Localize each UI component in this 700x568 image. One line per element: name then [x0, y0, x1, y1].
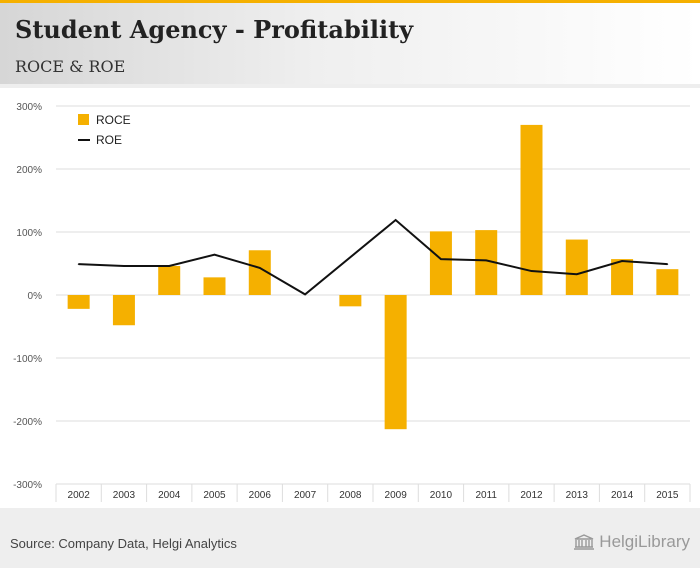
- roce-bar: [475, 230, 498, 295]
- legend-label-roce: ROCE: [96, 113, 131, 127]
- roe-point: [213, 253, 216, 256]
- chart-panel: -300% -200% -100% 0% 100% 200% 300% 2002 2003 200…: [0, 88, 700, 508]
- x-tick-label: 2015: [656, 490, 679, 501]
- roce-bar: [248, 250, 271, 295]
- x-tick-label: 2010: [430, 490, 453, 501]
- page-subtitle: ROCE & ROE: [15, 57, 126, 76]
- y-tick-label: 300%: [16, 102, 42, 113]
- roe-point: [440, 258, 442, 260]
- roce-bar: [339, 295, 362, 307]
- y-tick-label: -300%: [13, 480, 42, 491]
- roce-bar: [384, 295, 407, 430]
- y-tick-label: -200%: [13, 417, 42, 428]
- x-tick-label: 2003: [113, 490, 136, 501]
- roe-point: [123, 265, 125, 267]
- x-tick-label: 2008: [339, 490, 362, 501]
- brand-logo: HelgiLibrary: [573, 532, 690, 552]
- x-tick-label: 2011: [475, 490, 497, 501]
- y-tick-label: 0%: [28, 291, 43, 302]
- x-tick-label: 2002: [68, 490, 91, 501]
- x-tick-label: 2013: [566, 490, 589, 501]
- roe-point: [575, 273, 578, 276]
- roce-bar: [112, 295, 135, 326]
- legend-swatch-roce: [78, 114, 89, 125]
- y-tick-label: 200%: [16, 165, 42, 176]
- header: Student Agency - Profitability ROCE & RO…: [0, 0, 700, 84]
- page-title: Student Agency - Profitability: [15, 15, 414, 44]
- y-tick-label: 100%: [16, 228, 42, 239]
- roce-bar: [520, 124, 543, 296]
- x-tick-label: 2012: [520, 490, 543, 501]
- legend-label-roe: ROE: [96, 133, 122, 147]
- x-tick-label: 2004: [158, 490, 181, 501]
- roe-point: [168, 265, 171, 267]
- source-note: Source: Company Data, Helgi Analytics: [10, 536, 237, 551]
- y-tick-label: -100%: [13, 354, 42, 365]
- x-tick-label: 2007: [294, 490, 317, 501]
- roe-point: [485, 259, 488, 262]
- roce-bar: [429, 231, 452, 295]
- roe-point: [530, 270, 533, 272]
- x-tick-label: 2009: [385, 490, 408, 501]
- roce-bar: [565, 239, 588, 295]
- roe-point: [304, 293, 306, 296]
- roe-point: [621, 260, 623, 262]
- brand-name: HelgiLibrary: [599, 532, 690, 551]
- roce-bar: [203, 277, 226, 295]
- roce-bar: [611, 259, 634, 295]
- x-tick-label: 2014: [611, 490, 634, 501]
- roce-bar: [158, 266, 181, 295]
- roce-bar: [67, 295, 90, 309]
- roe-point: [394, 219, 397, 221]
- x-tick-label: 2006: [249, 490, 272, 501]
- x-tick-label: 2005: [203, 490, 226, 501]
- chart: -300% -200% -100% 0% 100% 200% 300% 2002 2003 200…: [13, 102, 691, 502]
- footer: Source: Company Data, Helgi Analytics He…: [0, 518, 700, 568]
- roe-point: [258, 267, 261, 269]
- library-building-icon: [574, 534, 595, 550]
- roce-bar: [656, 269, 679, 295]
- roe-point: [666, 263, 669, 265]
- roe-point: [77, 263, 80, 265]
